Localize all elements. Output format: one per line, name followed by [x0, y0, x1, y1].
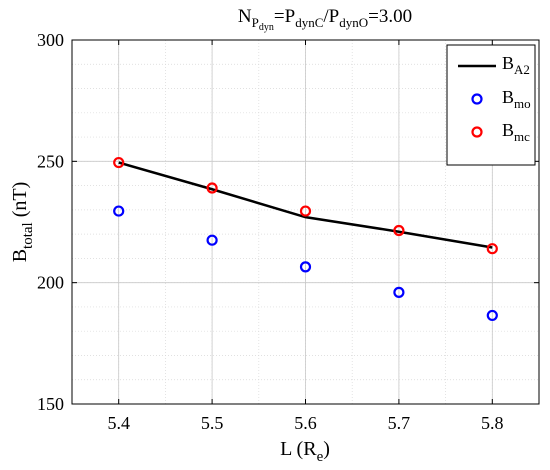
- y-tick-label: 200: [37, 273, 64, 293]
- x-tick-label: 5.5: [201, 413, 224, 433]
- series-mo: [113, 205, 498, 322]
- series-layer: [113, 156, 498, 322]
- data-point-mc: [486, 243, 498, 255]
- data-point-mo: [206, 234, 218, 246]
- x-tick-label: 5.7: [388, 413, 411, 433]
- series-A2: [118, 161, 493, 249]
- legend-entry-a2: BA2: [502, 53, 530, 77]
- data-point-mc: [393, 224, 405, 237]
- axis-ticks: [72, 39, 539, 405]
- x-tick-label: 5.4: [107, 413, 130, 433]
- data-point-mc: [113, 156, 125, 169]
- data-point-mo: [299, 261, 312, 273]
- y-tick-labels: 150 200 250 300: [37, 30, 64, 414]
- legend: BA2 Bmo Bmc: [446, 44, 536, 166]
- x-tick-label: 5.8: [481, 413, 504, 433]
- legend-circle-marker-mo: [471, 93, 483, 105]
- data-point-mc: [206, 182, 218, 194]
- series-mc: [113, 156, 498, 255]
- data-point-mo: [393, 286, 405, 298]
- y-tick-label: 300: [37, 30, 64, 50]
- x-axis-label: L (Re): [280, 438, 330, 465]
- data-point-mo: [113, 205, 125, 217]
- legend-entry-mc: Bmc: [502, 120, 530, 144]
- legend-entry-mo: Bmo: [502, 87, 531, 111]
- chart-title: NPdyn=PdynC/PdynO=3.00: [238, 6, 412, 33]
- y-tick-label: 150: [37, 394, 64, 414]
- data-point-mo: [486, 309, 498, 322]
- legend-circle-marker-mc: [471, 126, 483, 138]
- y-axis-label: Btotal (nT): [9, 182, 36, 263]
- x-tick-label: 5.6: [294, 413, 317, 433]
- x-tick-labels: 5.4 5.5 5.6 5.7 5.8: [107, 413, 503, 433]
- data-point-mc: [299, 205, 312, 217]
- y-tick-label: 250: [37, 151, 64, 171]
- series-line-A2: [118, 161, 493, 249]
